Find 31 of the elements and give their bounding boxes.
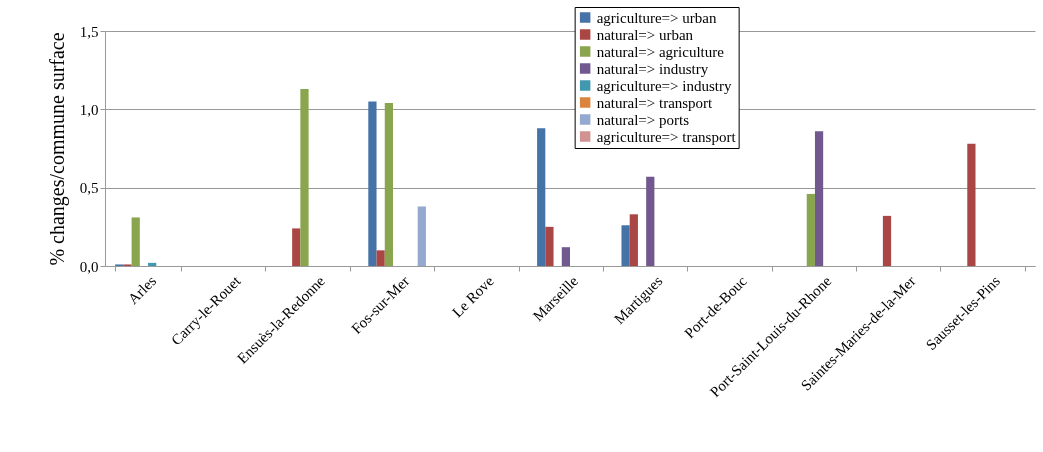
bar — [417, 206, 426, 266]
legend-label: natural=> transport — [596, 94, 714, 111]
y-tick-label: 0,5 — [79, 180, 99, 197]
legend-label: natural=> urban — [596, 26, 694, 43]
legend-label: agriculture=> transport — [596, 128, 737, 145]
bar — [300, 88, 309, 266]
bar — [545, 226, 554, 266]
bar — [537, 128, 546, 266]
bar — [368, 101, 377, 266]
bar — [561, 247, 570, 266]
legend-label: natural=> agriculture — [596, 43, 725, 60]
bar — [621, 225, 630, 266]
bar — [384, 103, 393, 266]
bar — [882, 215, 892, 266]
bar — [292, 228, 301, 266]
bar — [814, 131, 824, 266]
legend-label: agriculture=> industry — [596, 77, 732, 94]
legend-label: agriculture=> urban — [596, 9, 717, 26]
y-tick-label: 1,5 — [79, 23, 99, 40]
bar — [806, 193, 815, 266]
y-axis-title: % changes/commune surface — [45, 32, 69, 266]
y-tick-label: 1,0 — [79, 101, 99, 118]
bar — [148, 262, 157, 266]
bar — [131, 217, 140, 266]
y-tick-label: 0,0 — [79, 258, 99, 275]
bar — [629, 214, 638, 266]
legend-label: natural=> industry — [596, 60, 709, 77]
legend-label: natural=> ports — [596, 111, 690, 128]
bar — [967, 143, 976, 266]
bar — [376, 250, 385, 266]
bar — [646, 176, 655, 266]
